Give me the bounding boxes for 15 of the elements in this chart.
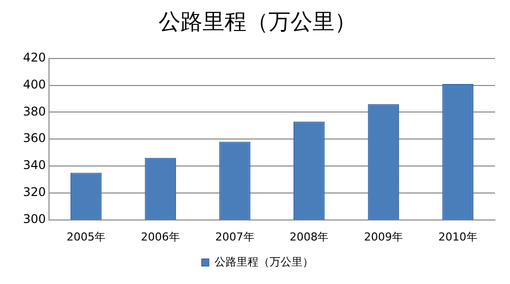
x-tick-label: 2008年	[290, 230, 329, 244]
x-tick-label: 2007年	[215, 230, 254, 244]
y-tick-label: 300	[23, 212, 46, 226]
x-tick-label: 2005年	[66, 230, 106, 244]
y-tick-label: 380	[23, 104, 46, 118]
y-tick-label: 320	[23, 185, 46, 200]
legend-label: 公路里程（万公里）	[214, 255, 314, 268]
x-tick-label: 2010年	[438, 230, 478, 244]
x-tick-label: 2006年	[140, 230, 180, 244]
y-tick-label: 360	[23, 131, 46, 146]
y-tick-label: 340	[23, 158, 46, 172]
x-tick-label: 2009年	[364, 230, 403, 244]
y-tick-label: 400	[23, 77, 46, 92]
chart-title: 公路里程（万公里）	[158, 10, 356, 35]
y-tick-label: 420	[23, 50, 46, 65]
